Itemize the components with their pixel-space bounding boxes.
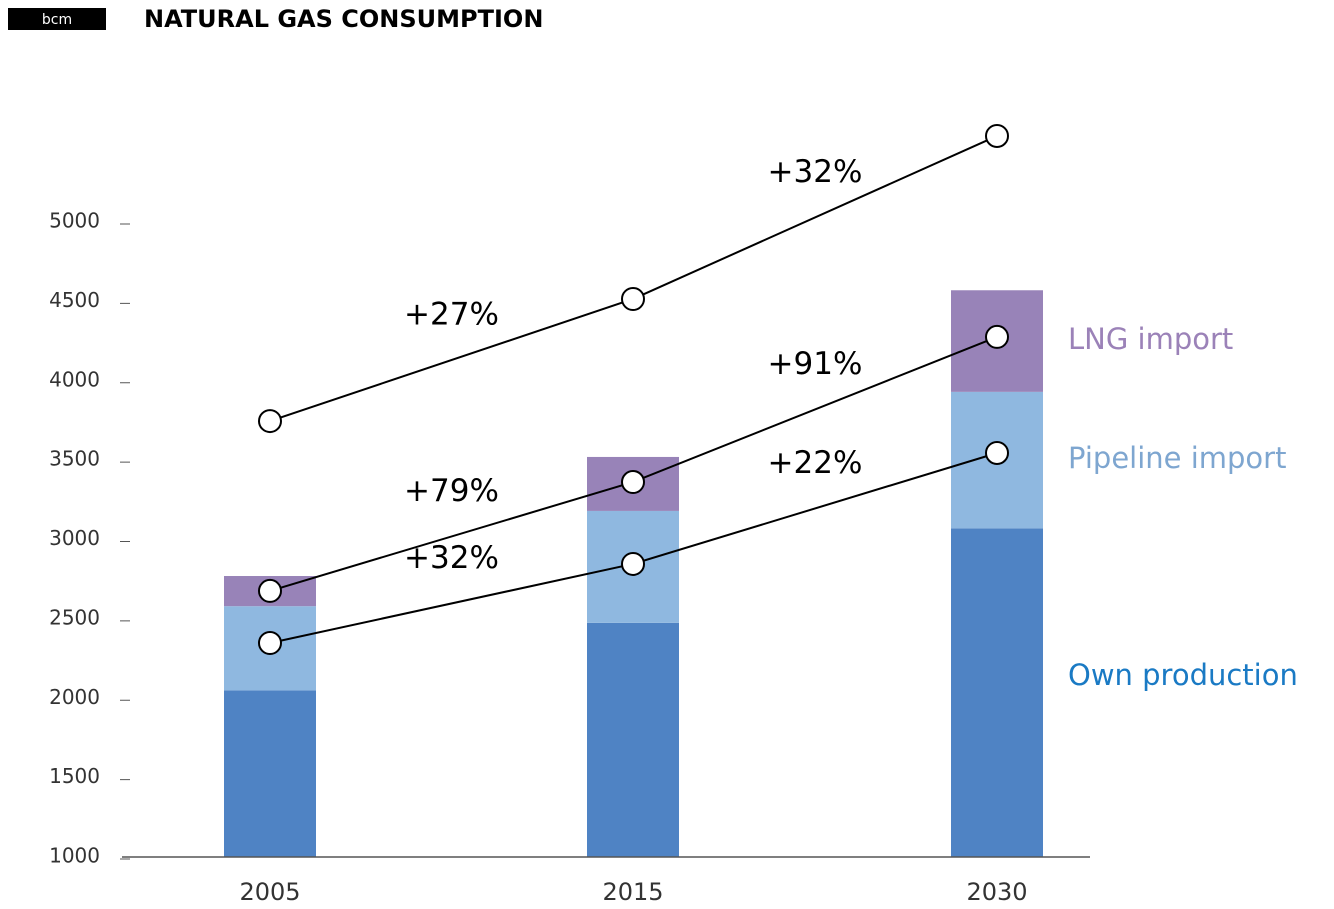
y-axis-label: bcm <box>42 12 72 28</box>
legend-label: Own production <box>1068 658 1298 692</box>
line-point <box>985 440 1009 465</box>
x-tick-label: 2030 <box>966 878 1027 906</box>
y-tick-label: 1000 <box>49 844 100 868</box>
change-label: +32% <box>404 540 499 576</box>
x-tick-label: 2015 <box>602 878 663 906</box>
line-point <box>621 551 645 576</box>
y-tick-label: 5000 <box>49 209 100 233</box>
change-label: +27% <box>404 297 499 333</box>
y-tick-label: 3500 <box>49 447 100 471</box>
line <box>269 135 998 423</box>
y-tick-label: 3000 <box>49 526 100 550</box>
change-label: +91% <box>768 346 863 382</box>
legend-label: Pipeline import <box>1068 441 1286 475</box>
line-point <box>985 324 1009 349</box>
change-label: +32% <box>768 154 863 190</box>
y-tick-label: 4000 <box>49 367 100 391</box>
line-point <box>621 286 645 311</box>
y-tick-label: 2500 <box>49 605 100 629</box>
change-label: +22% <box>768 445 863 481</box>
line-point <box>985 123 1009 148</box>
y-tick-label: 2000 <box>49 685 100 709</box>
chart-title: NATURAL GAS CONSUMPTION <box>144 5 543 33</box>
bar-segment <box>224 690 316 857</box>
legend-label: LNG import <box>1068 322 1233 356</box>
x-tick-label: 2005 <box>239 878 300 906</box>
y-tick-label: 4500 <box>49 288 100 312</box>
line-point <box>258 409 282 434</box>
y-tick-label: 1500 <box>49 764 100 788</box>
bar-segment <box>951 528 1043 857</box>
change-label: +79% <box>404 473 499 509</box>
line-point <box>258 578 282 603</box>
line-point <box>258 631 282 656</box>
bar-segment <box>587 622 679 857</box>
unit-box <box>8 8 106 30</box>
line-point <box>621 470 645 495</box>
